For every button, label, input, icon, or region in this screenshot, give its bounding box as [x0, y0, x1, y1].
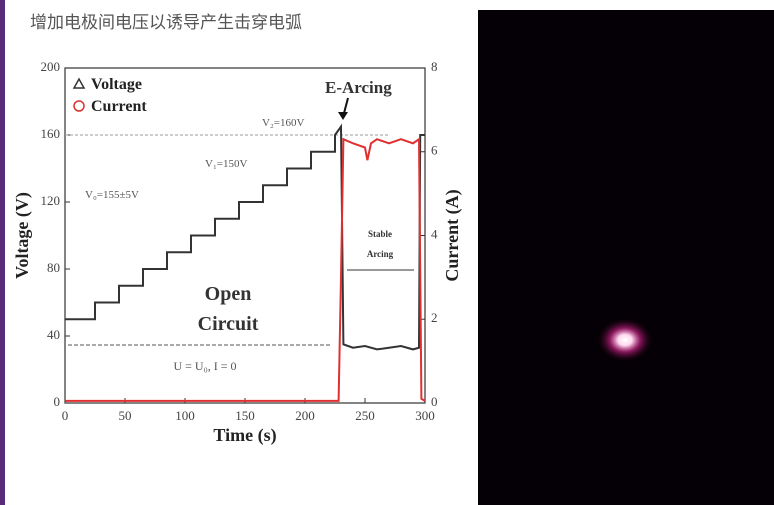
arcing-label: E-Arcing [325, 78, 392, 97]
x-tick-label: 200 [295, 408, 315, 423]
slide-title: 增加电极间电压以诱导产生击穿电弧 [30, 13, 302, 33]
y-axis-label: Voltage (V) [12, 192, 33, 279]
arc-glow [597, 318, 653, 362]
slide-border [0, 0, 5, 505]
y2-tick-label: 6 [431, 143, 438, 158]
stable-label: Stable [368, 229, 392, 239]
slide: 增加电极间电压以诱导产生击穿电弧 E-Arcing V₂=160V V₁=150… [0, 0, 774, 505]
x-tick-label: 0 [62, 408, 69, 423]
y-tick-label: 40 [47, 327, 60, 342]
y-tick-label: 160 [41, 126, 61, 141]
y2-tick-label: 2 [431, 310, 438, 325]
y-tick-label: 80 [47, 260, 60, 275]
y2-axis-label: Current (A) [442, 189, 463, 281]
legend-marker [74, 79, 84, 88]
arrow-head [338, 112, 348, 120]
y-tick-label: 0 [54, 394, 61, 409]
condition-label: U = U₀, I = 0 [173, 359, 236, 373]
y2-tick-label: 4 [431, 226, 438, 241]
open-label: Open [205, 283, 252, 305]
arc-photo [478, 10, 774, 505]
v0-label: V₀=155±5V [85, 189, 139, 201]
y2-tick-label: 8 [431, 59, 438, 74]
v2-label: V₂=160V [262, 117, 304, 129]
v1-label: V₁=150V [205, 158, 247, 170]
y2-tick-label: 0 [431, 394, 438, 409]
legend-label: Voltage [91, 76, 142, 93]
x-tick-label: 150 [235, 408, 255, 423]
x-tick-label: 100 [175, 408, 195, 423]
x-axis-label: Time (s) [213, 425, 276, 446]
y-tick-label: 120 [41, 193, 61, 208]
x-tick-label: 250 [355, 408, 375, 423]
x-tick-label: 300 [415, 408, 435, 423]
y-tick-label: 200 [41, 59, 61, 74]
legend-label: Current [91, 98, 147, 115]
open-label: Circuit [198, 313, 259, 335]
x-tick-label: 50 [119, 408, 132, 423]
annotations: E-Arcing V₂=160V V₁=150V V₀=155±5V Stabl… [68, 78, 414, 373]
stable-label: Arcing [367, 249, 394, 259]
legend-marker [74, 101, 84, 111]
